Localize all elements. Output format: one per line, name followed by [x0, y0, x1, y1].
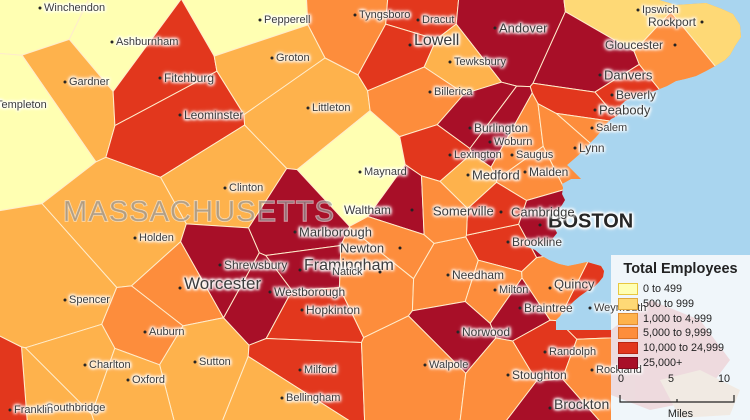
svg-text:MASSACHUSETTS: MASSACHUSETTS	[63, 196, 335, 228]
